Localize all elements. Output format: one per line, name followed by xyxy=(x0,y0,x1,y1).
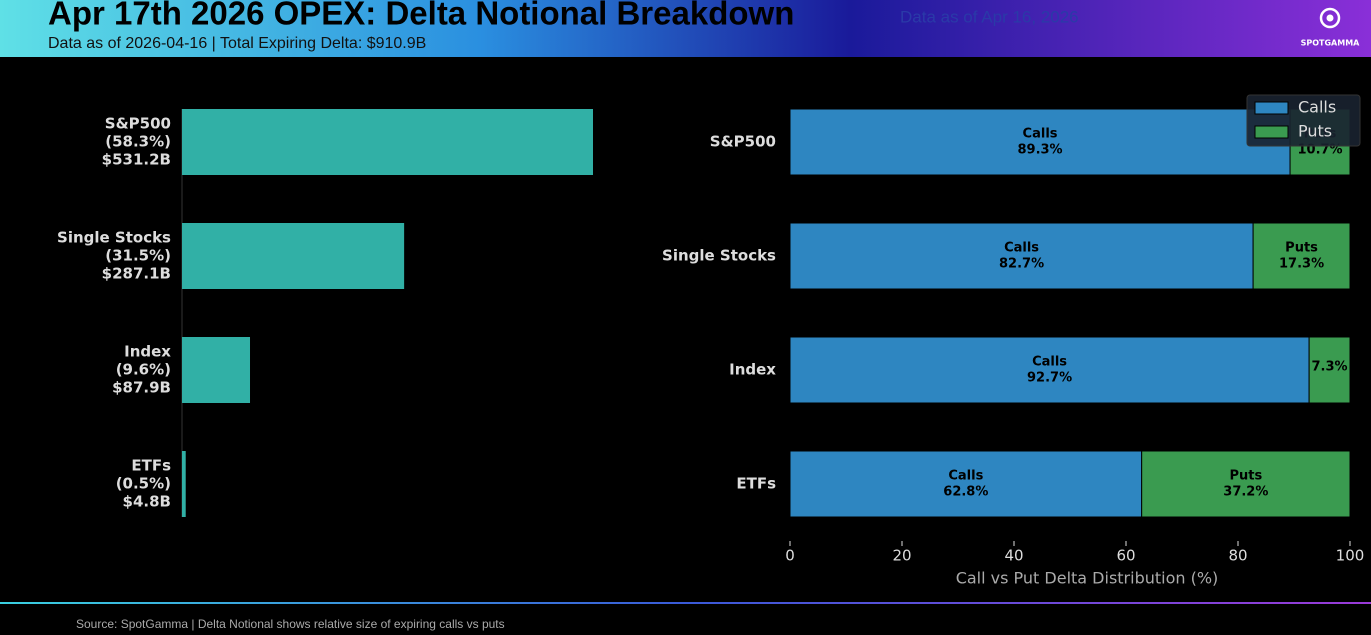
category-label: Single Stocks xyxy=(662,247,776,265)
category-label: Single Stocks xyxy=(57,229,171,247)
footer-rule xyxy=(0,602,1371,604)
share-label: (31.5%) xyxy=(105,247,171,265)
segment-name: Puts xyxy=(1229,469,1262,484)
value-label: $4.8B xyxy=(123,493,171,511)
x-tick-label: 20 xyxy=(892,547,911,565)
bar xyxy=(182,337,251,403)
value-label: $87.9B xyxy=(112,379,171,397)
value-label: $531.2B xyxy=(102,151,171,169)
bar-segment xyxy=(1141,450,1351,518)
bar-segment xyxy=(789,222,1254,290)
share-label: (9.6%) xyxy=(116,361,171,379)
bar-segment xyxy=(789,336,1310,404)
bar-segment xyxy=(789,108,1291,176)
x-tick-label: 40 xyxy=(1004,547,1023,565)
brand-logo xyxy=(1319,7,1341,29)
category-label: Index xyxy=(729,361,776,379)
segment-name: Puts xyxy=(1285,241,1318,256)
x-tick-label: 60 xyxy=(1116,547,1135,565)
segment-name: Calls xyxy=(1004,241,1039,256)
date-note: Data as of Apr 16, 2026 xyxy=(900,7,1079,26)
x-tick-label: 0 xyxy=(785,547,795,565)
bar xyxy=(182,109,593,175)
segment-value-label: 92.7% xyxy=(1027,371,1072,386)
category-label: ETFs xyxy=(736,475,776,493)
title: Apr 17th 2026 OPEX: Delta Notional Break… xyxy=(48,0,794,32)
legend-label: Calls xyxy=(1298,98,1336,117)
bar xyxy=(182,223,405,289)
category-label: S&P500 xyxy=(105,115,171,133)
category-label: ETFs xyxy=(131,457,171,475)
segment-value-label: 89.3% xyxy=(1017,143,1062,158)
segment-name: Calls xyxy=(1032,355,1067,370)
bar-segment xyxy=(1252,222,1351,290)
header-band xyxy=(0,0,1371,57)
segment-value-label: 37.2% xyxy=(1223,485,1268,500)
category-label: S&P500 xyxy=(710,133,776,151)
value-label: $287.1B xyxy=(102,265,171,283)
legend-label: Puts xyxy=(1298,122,1332,141)
segment-value-label: 82.7% xyxy=(999,257,1044,272)
share-label: (58.3%) xyxy=(105,133,171,151)
bar-segment xyxy=(789,450,1143,518)
segment-name: Calls xyxy=(948,469,983,484)
share-label: (0.5%) xyxy=(116,475,171,493)
x-tick-label: 80 xyxy=(1228,547,1247,565)
segment-value-label: 7.3% xyxy=(1312,360,1348,375)
bar-segment xyxy=(1308,336,1351,404)
legend-swatch xyxy=(1254,101,1289,115)
legend-swatch xyxy=(1254,125,1289,139)
brand: SPOTGAMMA xyxy=(1301,39,1361,48)
subtitle: Data as of 2026-04-16 | Total Expiring D… xyxy=(48,35,426,52)
segment-value-label: 17.3% xyxy=(1279,257,1324,272)
category-label: Index xyxy=(124,343,171,361)
x-tick-label: 100 xyxy=(1336,547,1365,565)
bar xyxy=(182,451,186,517)
footer-source: Source: SpotGamma | Delta Notional shows… xyxy=(76,617,505,631)
segment-name: Calls xyxy=(1023,127,1058,142)
segment-value-label: 62.8% xyxy=(943,485,988,500)
x-axis-label: Call vs Put Delta Distribution (%) xyxy=(956,569,1219,588)
